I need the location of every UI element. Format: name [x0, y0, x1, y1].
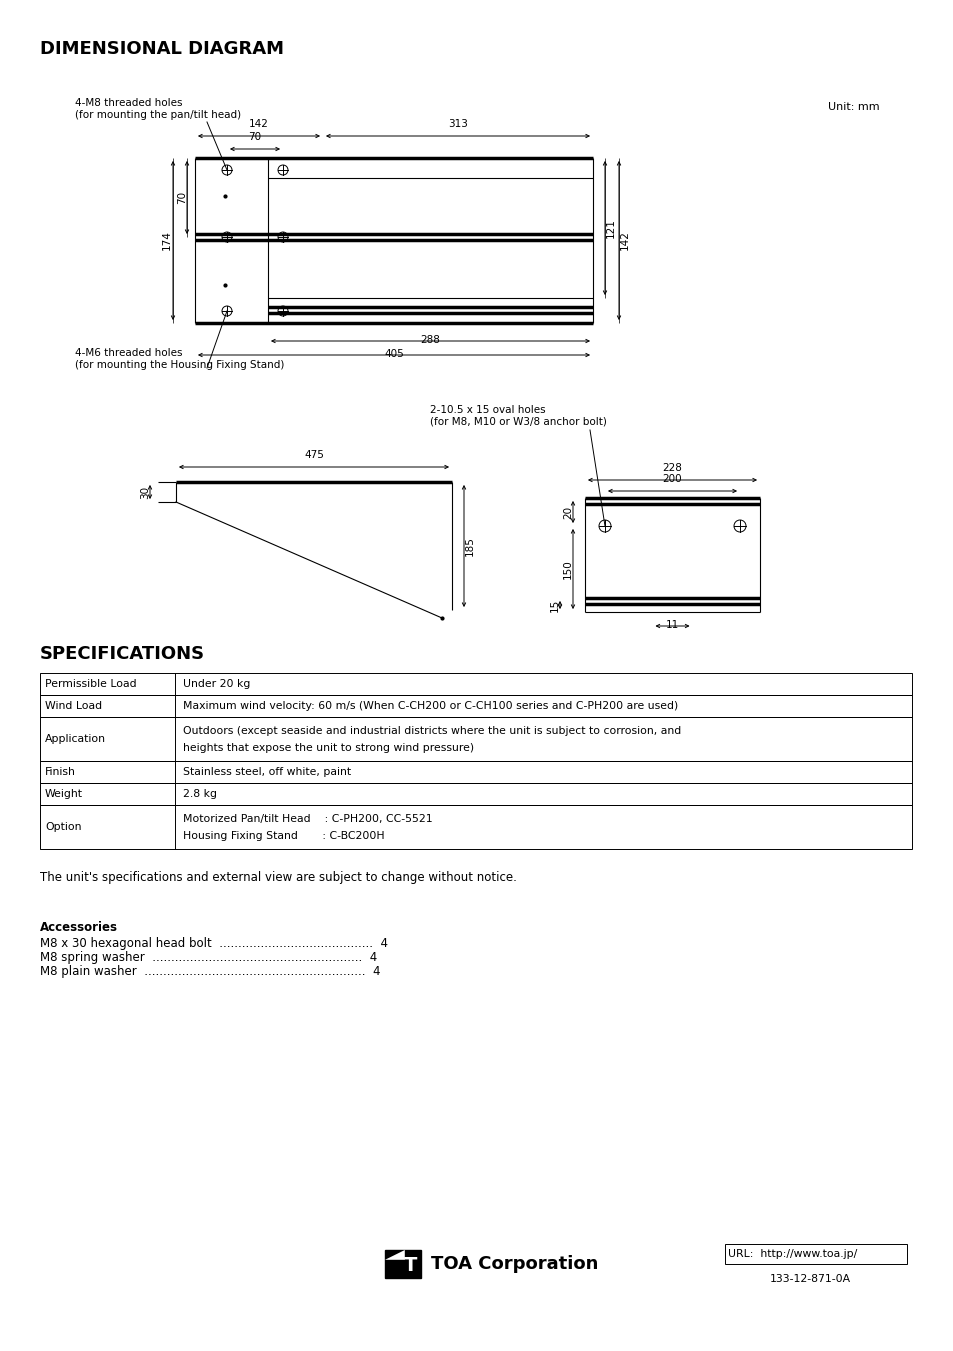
Text: 30: 30: [140, 485, 150, 499]
Text: (for mounting the Housing Fixing Stand): (for mounting the Housing Fixing Stand): [75, 359, 284, 370]
Text: T: T: [404, 1256, 417, 1275]
Text: URL:  http://www.toa.jp/: URL: http://www.toa.jp/: [727, 1250, 857, 1259]
Text: M8 x 30 hexagonal head bolt  .........................................  4: M8 x 30 hexagonal head bolt ............…: [40, 938, 388, 950]
Text: 4-M6 threaded holes: 4-M6 threaded holes: [75, 349, 182, 358]
Text: 2.8 kg: 2.8 kg: [183, 789, 216, 798]
Text: 70: 70: [248, 132, 261, 142]
Text: 20: 20: [562, 505, 573, 519]
Text: Unit: mm: Unit: mm: [827, 101, 879, 112]
Text: M8 spring washer  ........................................................  4: M8 spring washer .......................…: [40, 951, 376, 965]
Text: (for M8, M10 or W3/8 anchor bolt): (for M8, M10 or W3/8 anchor bolt): [430, 417, 606, 427]
Text: 185: 185: [464, 536, 475, 557]
Bar: [385, 1250, 420, 1278]
Text: DIMENSIONAL DIAGRAM: DIMENSIONAL DIAGRAM: [40, 41, 284, 58]
Text: Accessories: Accessories: [40, 921, 118, 934]
Text: 150: 150: [562, 559, 573, 578]
Text: Wind Load: Wind Load: [45, 701, 102, 711]
Text: Application: Application: [45, 734, 106, 744]
Text: 313: 313: [448, 119, 468, 128]
Text: (for mounting the pan/tilt head): (for mounting the pan/tilt head): [75, 109, 241, 120]
Text: Permissible Load: Permissible Load: [45, 680, 136, 689]
Text: 11: 11: [665, 620, 679, 630]
Text: SPECIFICATIONS: SPECIFICATIONS: [40, 644, 205, 663]
Text: 405: 405: [384, 349, 403, 359]
Text: heights that expose the unit to strong wind pressure): heights that expose the unit to strong w…: [183, 743, 474, 753]
Text: 475: 475: [304, 450, 324, 459]
Text: Stainless steel, off white, paint: Stainless steel, off white, paint: [183, 767, 351, 777]
Text: Option: Option: [45, 821, 81, 832]
Polygon shape: [385, 1250, 404, 1259]
Text: 174: 174: [162, 231, 172, 250]
Text: TOA Corporation: TOA Corporation: [431, 1255, 598, 1273]
Text: 15: 15: [550, 598, 559, 612]
Text: 142: 142: [619, 231, 629, 250]
Text: 2-10.5 x 15 oval holes: 2-10.5 x 15 oval holes: [430, 405, 545, 415]
Text: M8 plain washer  ...........................................................  4: M8 plain washer ........................…: [40, 965, 380, 978]
Text: 200: 200: [662, 474, 681, 484]
Text: 142: 142: [249, 119, 269, 128]
Text: 4-M8 threaded holes: 4-M8 threaded holes: [75, 99, 182, 108]
Text: Motorized Pan/tilt Head    : C-PH200, CC-5521: Motorized Pan/tilt Head : C-PH200, CC-55…: [183, 815, 432, 824]
Text: Under 20 kg: Under 20 kg: [183, 680, 250, 689]
Text: Outdoors (except seaside and industrial districts where the unit is subject to c: Outdoors (except seaside and industrial …: [183, 725, 680, 736]
Text: 121: 121: [605, 218, 616, 238]
Text: The unit's specifications and external view are subject to change without notice: The unit's specifications and external v…: [40, 871, 517, 884]
Text: Finish: Finish: [45, 767, 76, 777]
Text: Weight: Weight: [45, 789, 83, 798]
Text: Maximum wind velocity: 60 m/s (When C-CH200 or C-CH100 series and C-PH200 are us: Maximum wind velocity: 60 m/s (When C-CH…: [183, 701, 678, 711]
Text: 228: 228: [662, 463, 681, 473]
Text: Housing Fixing Stand       : C-BC200H: Housing Fixing Stand : C-BC200H: [183, 831, 384, 842]
Text: 288: 288: [420, 335, 440, 345]
Text: 70: 70: [177, 190, 187, 204]
Text: 133-12-871-0A: 133-12-871-0A: [769, 1274, 850, 1283]
